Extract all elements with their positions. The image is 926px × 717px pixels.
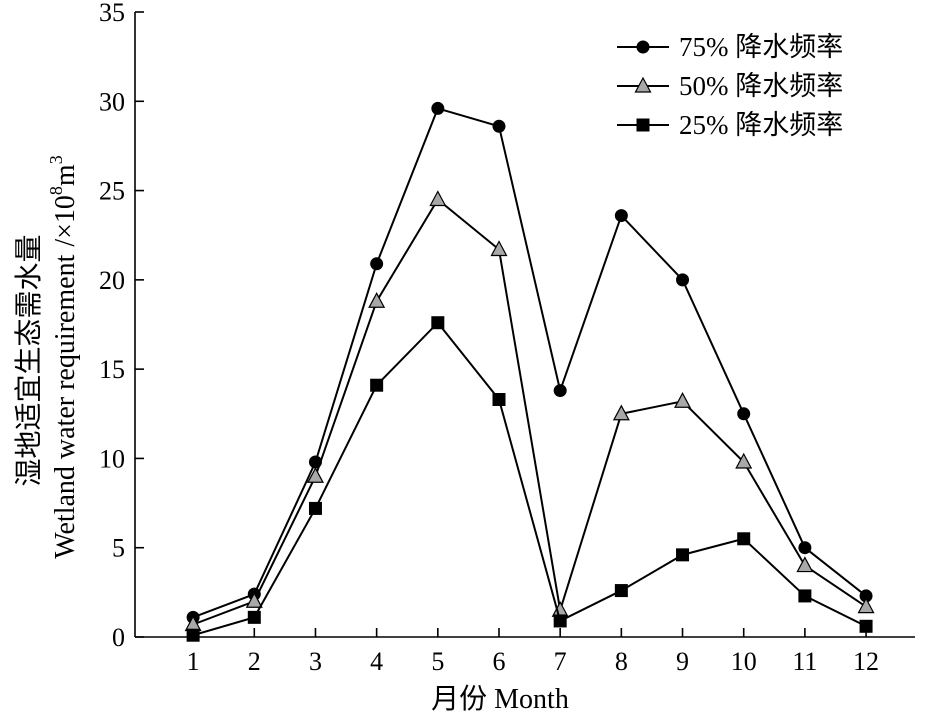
data-point bbox=[857, 597, 875, 614]
data-point bbox=[553, 614, 567, 628]
data-point bbox=[735, 452, 753, 469]
x-tick-label: 11 bbox=[792, 647, 817, 676]
data-point bbox=[308, 501, 322, 515]
series-line bbox=[192, 197, 867, 626]
y-axis-unit-base: m bbox=[50, 164, 81, 186]
series-line bbox=[192, 321, 867, 637]
data-point bbox=[676, 548, 690, 562]
data-point bbox=[859, 589, 873, 603]
data-point bbox=[614, 584, 628, 598]
data-point bbox=[614, 209, 628, 223]
y-axis-unit-exp: 8 bbox=[46, 186, 66, 195]
data-point bbox=[796, 556, 814, 573]
data-point bbox=[431, 316, 445, 330]
data-point bbox=[612, 404, 630, 421]
x-tick-label: 7 bbox=[554, 647, 567, 676]
y-axis-unit-exp2: 3 bbox=[46, 155, 66, 164]
y-tick-label: 10 bbox=[99, 444, 125, 473]
data-point bbox=[676, 273, 690, 287]
data-point bbox=[429, 190, 447, 207]
x-axis-title: 月份 Month bbox=[431, 683, 569, 715]
data-point bbox=[368, 292, 386, 308]
y-tick-label: 20 bbox=[99, 266, 125, 295]
legend-marker bbox=[636, 118, 650, 132]
y-tick-label: 25 bbox=[99, 177, 125, 206]
y-axis-title-en: Wetland water requirement bbox=[50, 254, 81, 558]
data-point bbox=[492, 393, 506, 406]
series-triangle bbox=[184, 190, 875, 632]
data-point bbox=[674, 392, 692, 408]
data-point bbox=[798, 541, 812, 555]
series-line bbox=[192, 107, 867, 619]
data-point bbox=[247, 610, 261, 624]
y-tick-label: 5 bbox=[112, 534, 125, 563]
x-tick-label: 5 bbox=[431, 647, 444, 676]
x-tick-label: 3 bbox=[309, 647, 322, 676]
data-point bbox=[245, 592, 263, 608]
data-point bbox=[306, 467, 324, 483]
series-square bbox=[186, 316, 873, 642]
data-point bbox=[492, 119, 506, 133]
x-tick-label: 12 bbox=[853, 647, 879, 676]
data-point bbox=[859, 619, 873, 633]
x-tick-label: 6 bbox=[493, 647, 506, 676]
legend-label: 75% 降水频率 bbox=[679, 32, 843, 62]
legend-label: 50% 降水频率 bbox=[679, 71, 843, 101]
data-point bbox=[186, 628, 200, 642]
y-tick-label: 15 bbox=[99, 355, 125, 384]
y-axis-title: 湿地适宜生态需水量 Wetland water requirement /×108… bbox=[13, 155, 81, 558]
legend: 75% 降水频率 50% 降水频率 25% 降水频率 bbox=[617, 32, 843, 140]
legend-marker bbox=[634, 76, 652, 93]
y-tick-label: 35 bbox=[99, 0, 125, 27]
y-axis-unit-prefix: /×10 bbox=[50, 195, 81, 247]
legend-label: 25% 降水频率 bbox=[679, 110, 843, 140]
data-point bbox=[370, 378, 384, 392]
legend-marker bbox=[636, 40, 650, 54]
data-point bbox=[431, 101, 445, 115]
data-point bbox=[737, 407, 751, 421]
data-point bbox=[737, 532, 751, 546]
y-tick-label: 30 bbox=[99, 87, 125, 116]
data-point bbox=[490, 240, 508, 257]
data-point bbox=[553, 384, 567, 398]
y-tick-label: 0 bbox=[112, 623, 125, 652]
y-axis-title-cn: 湿地适宜生态需水量 bbox=[13, 234, 45, 486]
x-tick-label: 9 bbox=[676, 647, 689, 676]
series-layer bbox=[184, 101, 875, 642]
x-tick-label: 4 bbox=[370, 647, 383, 676]
x-tick-label: 1 bbox=[187, 647, 200, 676]
data-point bbox=[370, 257, 384, 271]
x-tick-label: 10 bbox=[731, 647, 757, 676]
series-circle bbox=[186, 101, 873, 624]
x-tick-label: 8 bbox=[615, 647, 628, 676]
data-point bbox=[798, 589, 812, 603]
x-tick-label: 2 bbox=[248, 647, 261, 676]
